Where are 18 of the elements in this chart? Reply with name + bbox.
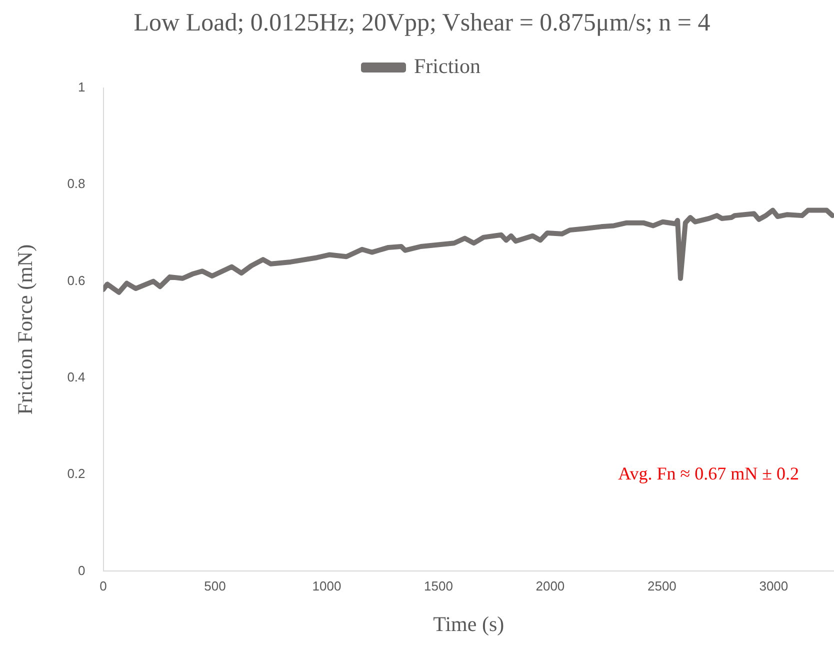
x-tick-label: 0 bbox=[100, 578, 107, 594]
y-tick-label: 0.6 bbox=[67, 272, 86, 288]
y-tick-label: 1 bbox=[78, 80, 86, 95]
legend-label: Friction bbox=[414, 54, 481, 78]
x-tick-label: 500 bbox=[204, 578, 226, 594]
x-tick-label: 1000 bbox=[312, 578, 342, 594]
y-tick-label: 0.4 bbox=[67, 370, 86, 384]
x-tick-label: 3000 bbox=[759, 578, 788, 594]
y-tick-label: 0 bbox=[78, 562, 86, 578]
y-tick-label: 0.8 bbox=[67, 176, 86, 192]
x-tick-label: 2500 bbox=[647, 578, 676, 594]
x-axis-title: Time (s) bbox=[433, 612, 504, 636]
x-tick-label: 1500 bbox=[424, 578, 453, 594]
y-axis-title: Friction Force (mN) bbox=[13, 244, 38, 415]
y-tick-label: 0.2 bbox=[67, 466, 86, 482]
chart-title: Low Load; 0.0125Hz; 20Vpp; Vshear = 0.875μm/s; n = 4 bbox=[134, 10, 711, 37]
x-tick-label: 2000 bbox=[536, 578, 565, 594]
annotation: Avg. Fn ≈ 0.67 mN ± 0.2 bbox=[618, 463, 799, 484]
